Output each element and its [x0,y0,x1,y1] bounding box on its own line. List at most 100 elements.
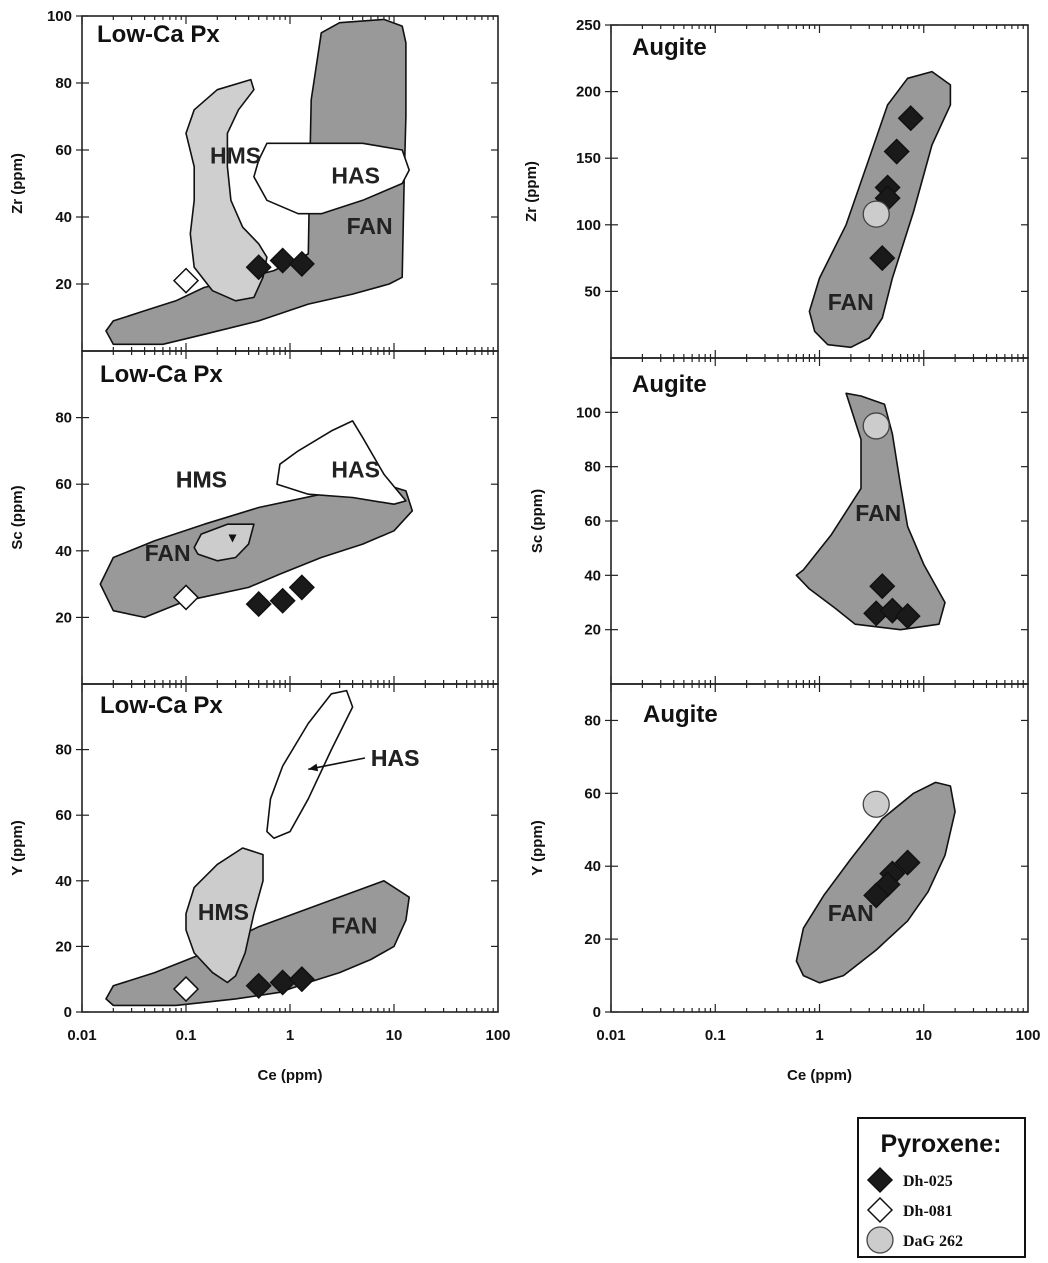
panel-title: Low-Ca Px [97,21,220,48]
point-dh-025 [288,966,315,993]
legend: Pyroxene: Dh-025 Dh-081 DaG 262 [857,1117,1026,1258]
y-tick-label: 80 [584,459,601,476]
region-hms [185,78,268,302]
region-label-hms: HMS [198,899,249,925]
y-tick-label: 100 [576,404,601,421]
annotation-label: HMS [176,467,227,493]
legend-marker-dag-262 [866,1226,894,1254]
y-tick-label: 80 [55,742,72,759]
region-label-hms: HMS [176,467,227,493]
y-tick-label: 40 [584,567,601,584]
y-tick-label: 60 [55,807,72,824]
y-tick-label: 20 [55,609,72,626]
region-label-has: HAS [331,163,380,189]
legend-label: DaG 262 [903,1233,963,1250]
x-axis-label: Ce (ppm) [258,1067,323,1084]
point-dh-025 [869,573,896,600]
y-axis-label: Y (ppm) [529,820,546,876]
region-has [266,689,354,840]
point-dh-025 [288,250,315,277]
panel-title: Low-Ca Px [100,692,223,719]
x-axis-label: Ce (ppm) [787,1067,852,1084]
region-fan [105,18,407,346]
y-axis-label: Sc (ppm) [9,485,26,549]
point-dag-262 [862,200,890,228]
panel-title: Augite [643,701,718,728]
region-label-fan: FAN [828,900,874,926]
x-tick-label: 0.1 [176,1027,197,1044]
x-tick-label: 100 [485,1027,510,1044]
x-tick-label: 10 [915,1027,932,1044]
y-tick-label: 50 [584,283,601,300]
x-tick-label: 100 [1015,1027,1040,1044]
point-dh-025 [245,591,272,618]
point-dag-262 [862,790,890,818]
region-label-has: HAS [371,745,420,771]
legend-title: Pyroxene: [881,1130,1002,1158]
point-dh-025 [245,972,272,999]
y-axis-label: Y (ppm) [9,820,26,876]
y-tick-label: 100 [576,217,601,234]
hms-small-arrowhead [228,534,237,543]
point-dh-081 [172,975,200,1003]
y-axis-label: Sc (ppm) [529,489,546,553]
panel-title: Augite [632,34,707,61]
point-dh-025 [269,587,296,614]
x-tick-label: 0.01 [596,1027,625,1044]
region-has [276,420,407,506]
panel-augite-zr: FAN 50 100 150 200 250 Zr (ppm) Augite [523,17,1029,359]
point-dh-025 [897,105,924,132]
y-tick-label: 0 [593,1004,601,1021]
region-hms [185,847,264,984]
x-tick-label: 1 [815,1027,823,1044]
legend-label: Dh-025 [903,1173,953,1190]
region-label-has: HAS [331,457,380,483]
panel-title: Low-Ca Px [100,361,223,388]
region-fan [99,483,414,619]
region-fan [795,781,956,984]
y-tick-label: 60 [55,476,72,493]
panel-title: Augite [632,371,707,398]
legend-marker-dh-025 [866,1166,894,1194]
y-tick-label: 40 [55,873,72,890]
y-tick-label: 80 [55,410,72,427]
x-tick-label: 0.01 [67,1027,96,1044]
region-fan [795,392,946,631]
point-dh-025 [269,247,296,274]
y-axis-label: Zr (ppm) [9,153,26,214]
y-tick-label: 0 [64,1004,72,1021]
point-dh-025 [894,849,921,876]
y-tick-label: 40 [55,543,72,560]
y-tick-label: 40 [584,858,601,875]
x-tick-label: 1 [286,1027,294,1044]
point-dh-025 [288,574,315,601]
y-tick-label: 200 [576,84,601,101]
y-tick-label: 80 [55,75,72,92]
legend-label: Dh-081 [903,1203,953,1220]
y-tick-label: 150 [576,150,601,167]
annotation-label: HAS [371,745,420,771]
y-tick-label: 80 [584,712,601,729]
region-label-fan: FAN [331,912,377,938]
y-tick-label: 20 [584,622,601,639]
y-tick-label: 60 [584,785,601,802]
annotation-arrowhead [308,763,319,772]
point-dag-262 [862,412,890,440]
region-label-fan: FAN [828,289,874,315]
plot-frame [610,357,1029,685]
y-tick-label: 250 [576,17,601,34]
region-label-fan: FAN [145,540,191,566]
region-label-hms: HMS [210,142,261,168]
panel-lowca-zr: FAN HMS HAS 20 40 60 80 100 Zr (ppm) Low-Ca Px [9,8,499,352]
point-dh-025 [245,254,272,281]
region-label-fan: FAN [347,213,393,239]
y-axis-label: Zr (ppm) [523,161,540,222]
y-tick-label: 20 [55,938,72,955]
y-tick-label: 100 [47,8,72,25]
annotation-arrow [308,757,366,771]
y-tick-label: 60 [584,513,601,530]
region-has [253,142,411,215]
